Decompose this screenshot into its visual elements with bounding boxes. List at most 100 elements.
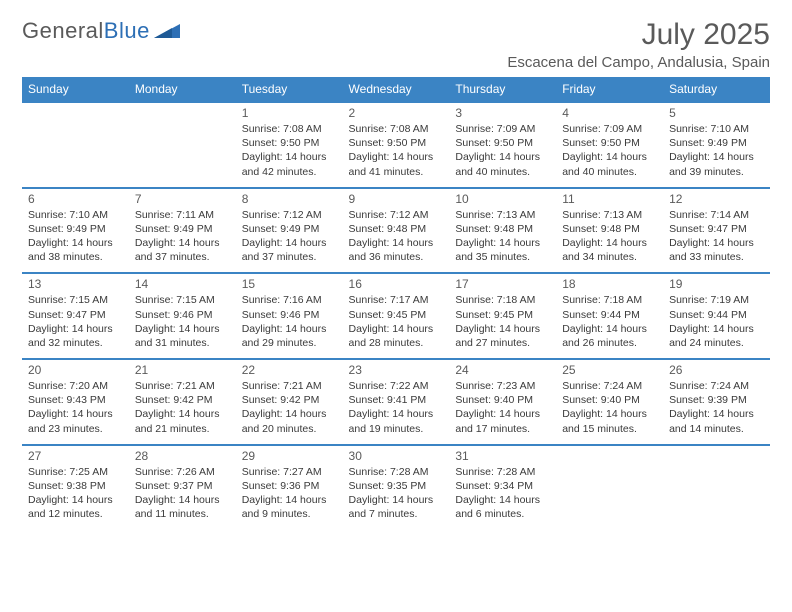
day-details: Sunrise: 7:08 AMSunset: 9:50 PMDaylight:… <box>242 122 337 179</box>
day-cell: 27Sunrise: 7:25 AMSunset: 9:38 PMDayligh… <box>22 445 129 530</box>
day-number: 30 <box>349 449 444 463</box>
sunrise-text: Sunrise: 7:16 AM <box>242 293 337 307</box>
daylight-text: Daylight: 14 hours and 17 minutes. <box>455 407 550 435</box>
brand-part2: Blue <box>104 18 150 44</box>
daylight-text: Daylight: 14 hours and 11 minutes. <box>135 493 230 521</box>
day-cell: 2Sunrise: 7:08 AMSunset: 9:50 PMDaylight… <box>343 102 450 188</box>
sunrise-text: Sunrise: 7:19 AM <box>669 293 764 307</box>
day-cell: 11 Sunrise: 7:13 AMSunset: 9:48 PMDayligh… <box>556 188 663 274</box>
day-details: Sunrise: 7:15 AMSunset: 9:47 PMDaylight:… <box>28 293 123 350</box>
day-cell: 9Sunrise: 7:12 AMSunset: 9:48 PMDaylight… <box>343 188 450 274</box>
day-header: Friday <box>556 77 663 102</box>
day-number: 14 <box>135 277 230 291</box>
sunrise-text: Sunrise: 7:18 AM <box>455 293 550 307</box>
day-cell: 21Sunrise: 7:21 AMSunset: 9:42 PMDayligh… <box>129 359 236 445</box>
day-number: 12 <box>669 192 764 206</box>
day-cell: 3Sunrise: 7:09 AMSunset: 9:50 PMDaylight… <box>449 102 556 188</box>
sunset-text: Sunset: 9:42 PM <box>135 393 230 407</box>
day-cell: 15Sunrise: 7:16 AMSunset: 9:46 PMDayligh… <box>236 273 343 359</box>
day-cell: 6Sunrise: 7:10 AMSunset: 9:49 PMDaylight… <box>22 188 129 274</box>
day-details: Sunrise: 7:20 AMSunset: 9:43 PMDaylight:… <box>28 379 123 436</box>
day-details: Sunrise: 7:22 AMSunset: 9:41 PMDaylight:… <box>349 379 444 436</box>
daylight-text: Daylight: 14 hours and 14 minutes. <box>669 407 764 435</box>
sunset-text: Sunset: 9:50 PM <box>349 136 444 150</box>
daylight-text: Daylight: 14 hours and 41 minutes. <box>349 150 444 178</box>
daylight-text: Daylight: 14 hours and 29 minutes. <box>242 322 337 350</box>
sunset-text: Sunset: 9:47 PM <box>28 308 123 322</box>
day-number: 11 <box>562 192 657 206</box>
day-cell: 19 Sunrise: 7:19 AMSunset: 9:44 PMDayligh… <box>663 273 770 359</box>
day-number: 19 <box>669 277 764 291</box>
daylight-text: Daylight: 14 hours and 19 minutes. <box>349 407 444 435</box>
day-number: 18 <box>562 277 657 291</box>
day-details: Sunrise: 7:12 AMSunset: 9:49 PMDaylight:… <box>242 208 337 265</box>
day-number: 26 <box>669 363 764 377</box>
day-number: 13 <box>28 277 123 291</box>
sunrise-text: Sunrise: 7:22 AM <box>349 379 444 393</box>
day-details: Sunrise: 7:24 AMSunset: 9:39 PMDaylight:… <box>669 379 764 436</box>
sunrise-text: Sunrise: 7:26 AM <box>135 465 230 479</box>
day-cell <box>129 102 236 188</box>
day-header: Saturday <box>663 77 770 102</box>
day-cell: 12Sunrise: 7:14 AMSunset: 9:47 PMDayligh… <box>663 188 770 274</box>
sunrise-text: Sunrise: 7:17 AM <box>349 293 444 307</box>
sunrise-text: Sunrise: 7:10 AM <box>669 122 764 136</box>
sunset-text: Sunset: 9:49 PM <box>135 222 230 236</box>
sunrise-text: Sunrise: 7:09 AM <box>455 122 550 136</box>
day-number: 1 <box>242 106 337 120</box>
sunrise-text: Sunrise: 7:08 AM <box>349 122 444 136</box>
daylight-text: Daylight: 14 hours and 27 minutes. <box>455 322 550 350</box>
day-cell: 31 Sunrise: 7:28 AMSunset: 9:34 PMDayligh… <box>449 445 556 530</box>
day-details: Sunrise: 7:13 AMSunset: 9:48 PMDaylight:… <box>562 208 657 265</box>
sunrise-text: Sunrise: 7:14 AM <box>669 208 764 222</box>
sunrise-text: Sunrise: 7:12 AM <box>349 208 444 222</box>
day-details: Sunrise: 7:12 AMSunset: 9:48 PMDaylight:… <box>349 208 444 265</box>
day-number: 17 <box>455 277 550 291</box>
sunrise-text: Sunrise: 7:21 AM <box>135 379 230 393</box>
sunrise-text: Sunrise: 7:20 AM <box>28 379 123 393</box>
location-text: Escacena del Campo, Andalusia, Spain <box>507 54 770 71</box>
day-header: Monday <box>129 77 236 102</box>
daylight-text: Daylight: 14 hours and 34 minutes. <box>562 236 657 264</box>
day-number: 8 <box>242 192 337 206</box>
day-cell: 18Sunrise: 7:18 AMSunset: 9:44 PMDayligh… <box>556 273 663 359</box>
daylight-text: Daylight: 14 hours and 36 minutes. <box>349 236 444 264</box>
sunrise-text: Sunrise: 7:12 AM <box>242 208 337 222</box>
week-row: 20Sunrise: 7:20 AMSunset: 9:43 PMDayligh… <box>22 359 770 445</box>
day-cell: 16Sunrise: 7:17 AMSunset: 9:45 PMDayligh… <box>343 273 450 359</box>
day-number: 5 <box>669 106 764 120</box>
day-details: Sunrise: 7:15 AMSunset: 9:46 PMDaylight:… <box>135 293 230 350</box>
sunset-text: Sunset: 9:34 PM <box>455 479 550 493</box>
daylight-text: Daylight: 14 hours and 33 minutes. <box>669 236 764 264</box>
day-details: Sunrise: 7:26 AMSunset: 9:37 PMDaylight:… <box>135 465 230 522</box>
day-details: Sunrise: 7:09 AMSunset: 9:50 PMDaylight:… <box>562 122 657 179</box>
sunset-text: Sunset: 9:49 PM <box>242 222 337 236</box>
sunset-text: Sunset: 9:40 PM <box>455 393 550 407</box>
day-cell: 7Sunrise: 7:11 AMSunset: 9:49 PMDaylight… <box>129 188 236 274</box>
day-number: 6 <box>28 192 123 206</box>
day-cell: 24Sunrise: 7:23 AMSunset: 9:40 PMDayligh… <box>449 359 556 445</box>
day-cell: 23Sunrise: 7:22 AMSunset: 9:41 PMDayligh… <box>343 359 450 445</box>
sunrise-text: Sunrise: 7:13 AM <box>455 208 550 222</box>
daylight-text: Daylight: 14 hours and 12 minutes. <box>28 493 123 521</box>
daylight-text: Daylight: 14 hours and 15 minutes. <box>562 407 657 435</box>
day-header: Sunday <box>22 77 129 102</box>
daylight-text: Daylight: 14 hours and 37 minutes. <box>135 236 230 264</box>
day-details: Sunrise: 7:28 AMSunset: 9:34 PMDaylight:… <box>455 465 550 522</box>
sunset-text: Sunset: 9:35 PM <box>349 479 444 493</box>
sunrise-text: Sunrise: 7:18 AM <box>562 293 657 307</box>
day-cell: 20Sunrise: 7:20 AMSunset: 9:43 PMDayligh… <box>22 359 129 445</box>
sunrise-text: Sunrise: 7:11 AM <box>135 208 230 222</box>
day-cell: 13 Sunrise: 7:15 AMSunset: 9:47 PMDayligh… <box>22 273 129 359</box>
day-number: 31 <box>455 449 550 463</box>
day-number: 22 <box>242 363 337 377</box>
day-details: Sunrise: 7:19 AMSunset: 9:44 PMDaylight:… <box>669 293 764 350</box>
sunset-text: Sunset: 9:38 PM <box>28 479 123 493</box>
day-number: 16 <box>349 277 444 291</box>
day-details: Sunrise: 7:10 AMSunset: 9:49 PMDaylight:… <box>669 122 764 179</box>
day-details: Sunrise: 7:27 AMSunset: 9:36 PMDaylight:… <box>242 465 337 522</box>
sunrise-text: Sunrise: 7:09 AM <box>562 122 657 136</box>
daylight-text: Daylight: 14 hours and 40 minutes. <box>455 150 550 178</box>
brand-part1: General <box>22 18 104 44</box>
sunset-text: Sunset: 9:43 PM <box>28 393 123 407</box>
